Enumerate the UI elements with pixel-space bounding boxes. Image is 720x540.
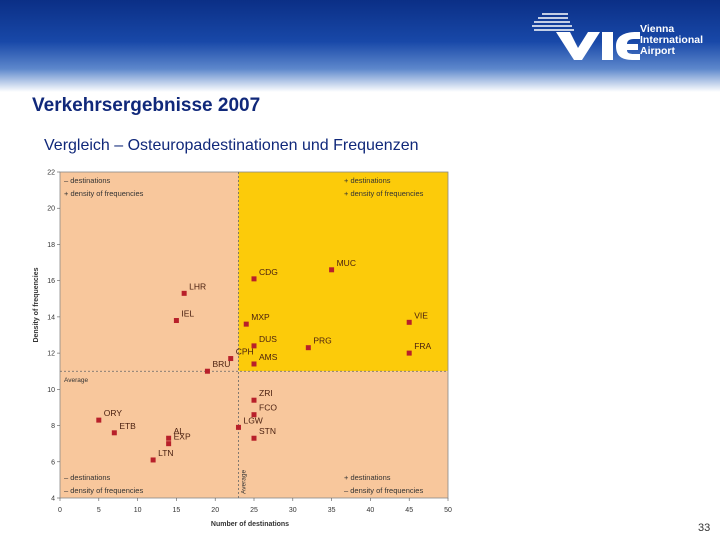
data-point-mxp bbox=[243, 321, 249, 327]
legend-bottom-left-line-1: – destinations bbox=[64, 473, 111, 482]
data-point-prg bbox=[305, 345, 311, 351]
quadrant-top-right bbox=[238, 172, 448, 372]
legend-top-left-line-2: + density of frequencies bbox=[64, 189, 144, 198]
data-point-ams bbox=[251, 361, 257, 367]
data-point-lgw bbox=[235, 424, 241, 430]
data-point-cdg bbox=[251, 276, 257, 282]
data-point-lhr bbox=[181, 290, 187, 296]
legend-bottom-right-line-2: – density of frequencies bbox=[344, 486, 423, 495]
data-label-exp: EXP bbox=[174, 432, 191, 442]
legend-top-left-line-1: – destinations bbox=[64, 176, 111, 185]
x-axis-label: Number of destinations bbox=[211, 521, 289, 528]
data-label-cph: CPH bbox=[236, 347, 254, 357]
vie-logo-icon bbox=[532, 13, 640, 60]
data-point-fco bbox=[251, 412, 257, 418]
data-point-ltn bbox=[150, 457, 156, 463]
header-band bbox=[0, 0, 720, 92]
page-number: 33 bbox=[698, 522, 711, 534]
data-label-ory: ORY bbox=[104, 408, 123, 418]
data-label-fra: FRA bbox=[414, 341, 431, 351]
y-tick-label: 22 bbox=[47, 170, 55, 177]
y-tick-label: 14 bbox=[47, 314, 55, 321]
data-label-mxp: MXP bbox=[251, 312, 270, 322]
x-tick-label: 15 bbox=[173, 507, 181, 514]
x-tick-label: 20 bbox=[211, 507, 219, 514]
data-label-fco: FCO bbox=[259, 403, 277, 413]
data-label-etb: ETB bbox=[119, 421, 136, 431]
legend-bottom-left-line-2: – density of frequencies bbox=[64, 486, 143, 495]
data-label-prg: PRG bbox=[313, 336, 331, 346]
y-tick-label: 16 bbox=[47, 278, 55, 285]
legend-bottom-right-line-1: + destinations bbox=[344, 473, 391, 482]
data-point-muc bbox=[329, 267, 335, 273]
y-tick-label: 12 bbox=[47, 351, 55, 358]
logo-text: Vienna International Airport bbox=[640, 24, 703, 57]
y-tick-label: 8 bbox=[51, 423, 55, 430]
quadrant-bottom-right bbox=[238, 371, 448, 498]
data-point-ory bbox=[96, 417, 102, 423]
x-tick-label: 30 bbox=[289, 507, 297, 514]
logo-line-3: Airport bbox=[640, 45, 675, 57]
data-label-cdg: CDG bbox=[259, 267, 278, 277]
x-tick-label: 50 bbox=[444, 507, 452, 514]
data-label-zri: ZRI bbox=[259, 388, 273, 398]
data-point-exp bbox=[166, 441, 172, 447]
y-tick-label: 4 bbox=[51, 496, 55, 503]
data-point-al bbox=[166, 435, 172, 441]
y-tick-label: 20 bbox=[47, 206, 55, 213]
x-tick-label: 45 bbox=[405, 507, 413, 514]
page-title: Verkehrsergebnisse 2007 bbox=[32, 95, 261, 116]
y-tick-label: 10 bbox=[47, 387, 55, 394]
data-point-cph bbox=[228, 356, 234, 362]
data-point-iel bbox=[173, 318, 179, 324]
x-tick-label: 5 bbox=[97, 507, 101, 514]
quadrant-bottom-left bbox=[60, 371, 239, 498]
data-label-ltn: LTN bbox=[158, 448, 173, 458]
data-label-muc: MUC bbox=[337, 258, 356, 268]
logo-line-1: Vienna bbox=[640, 23, 675, 35]
average-label-vertical: Average bbox=[240, 470, 247, 494]
data-point-fra bbox=[406, 350, 412, 356]
x-tick-label: 35 bbox=[328, 507, 336, 514]
data-label-lgw: LGW bbox=[243, 415, 262, 425]
data-label-vie: VIE bbox=[414, 310, 428, 320]
data-label-dus: DUS bbox=[259, 334, 277, 344]
x-tick-label: 0 bbox=[58, 507, 62, 514]
data-label-lhr: LHR bbox=[189, 281, 206, 291]
x-tick-label: 10 bbox=[134, 507, 142, 514]
data-point-vie bbox=[406, 319, 412, 325]
average-label-horizontal: Average bbox=[64, 377, 88, 384]
data-label-bru: BRU bbox=[212, 359, 230, 369]
quadrant-top-left bbox=[60, 172, 239, 372]
x-tick-label: 25 bbox=[250, 507, 258, 514]
data-label-ams: AMS bbox=[259, 352, 278, 362]
x-tick-label: 40 bbox=[367, 507, 375, 514]
data-label-iel: IEL bbox=[181, 309, 194, 319]
legend-top-right-line-2: + density of frequencies bbox=[344, 189, 424, 198]
data-label-al: AL bbox=[174, 426, 185, 436]
data-point-dus bbox=[251, 343, 257, 349]
logo-line-2: International bbox=[640, 34, 704, 46]
page-subtitle: Vergleich – Osteuropadestinationen und F… bbox=[44, 137, 419, 154]
data-point-zri bbox=[251, 397, 257, 403]
data-label-stn: STN bbox=[259, 426, 276, 436]
y-tick-label: 18 bbox=[47, 242, 55, 249]
data-point-etb bbox=[111, 430, 117, 436]
data-point-stn bbox=[251, 435, 257, 441]
y-tick-label: 6 bbox=[51, 459, 55, 466]
y-axis-label: Density of frequencies bbox=[33, 267, 40, 342]
legend-top-right-line-1: + destinations bbox=[344, 176, 391, 185]
data-point-bru bbox=[204, 368, 210, 374]
